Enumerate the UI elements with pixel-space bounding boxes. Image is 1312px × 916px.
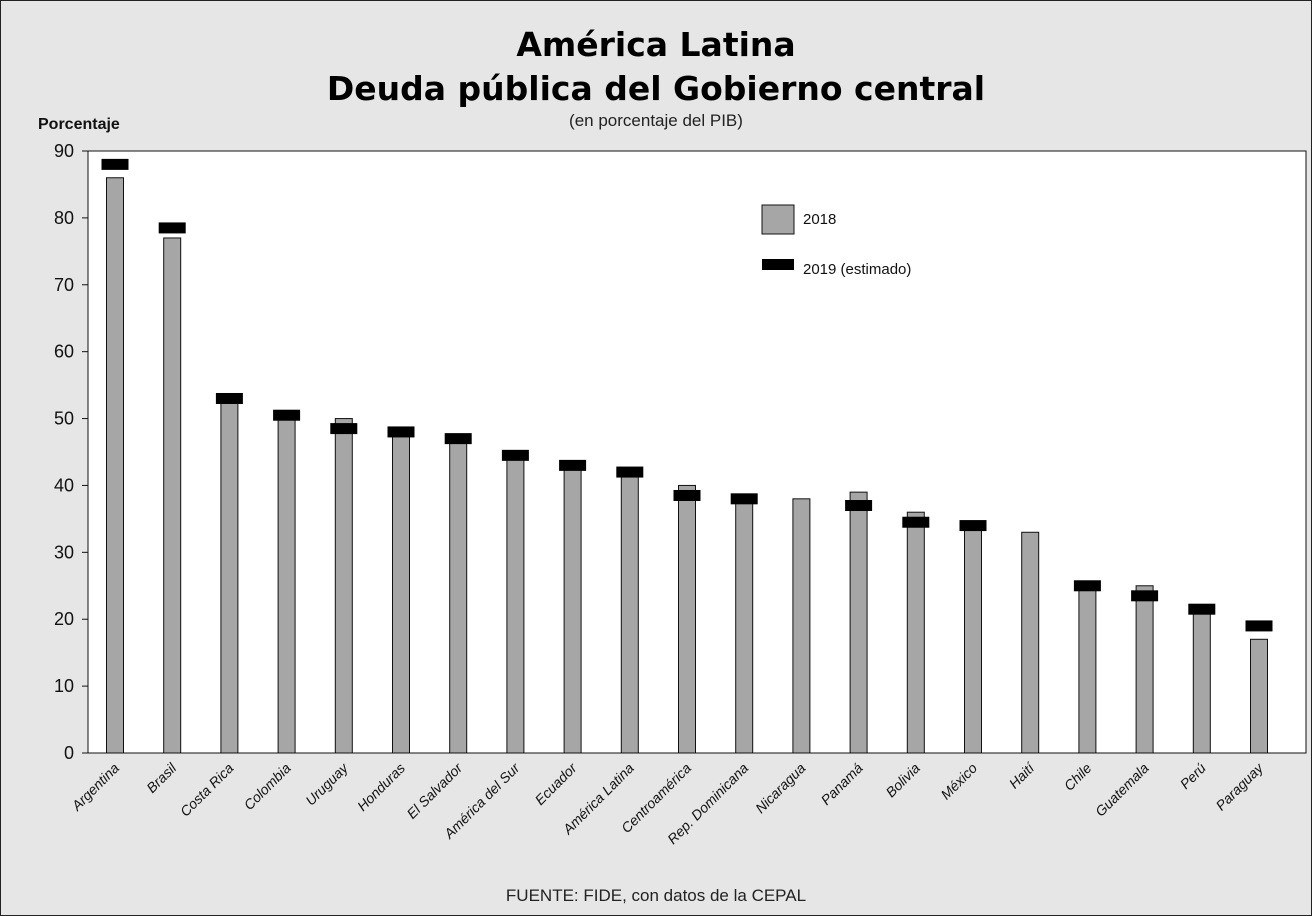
legend-swatch-2018 bbox=[761, 204, 795, 235]
bar-2018 bbox=[563, 464, 582, 754]
x-tick-label: Ecuador bbox=[532, 759, 581, 808]
x-tick-label: Colombia bbox=[241, 760, 294, 813]
legend-label-2019: 2019 (estimado) bbox=[803, 261, 911, 278]
marker-2019 bbox=[902, 516, 930, 528]
x-tick-label: Panamá bbox=[818, 760, 866, 808]
y-tick-label: 30 bbox=[54, 542, 74, 562]
x-tick-label: Argentina bbox=[68, 760, 123, 815]
bar-2018 bbox=[277, 411, 296, 754]
marker-2019 bbox=[387, 426, 415, 438]
marker-2019 bbox=[730, 493, 758, 505]
y-tick-label: 10 bbox=[54, 676, 74, 696]
bar-2018 bbox=[620, 471, 639, 754]
bar-2018 bbox=[1078, 585, 1097, 754]
bars-2018 bbox=[106, 177, 1268, 754]
x-tick-label: Chile bbox=[1061, 760, 1095, 794]
x-tick-label: Nicaragua bbox=[752, 760, 809, 817]
x-tick-label: México bbox=[937, 760, 980, 803]
y-tick-label: 80 bbox=[54, 208, 74, 228]
marker-2019 bbox=[559, 459, 587, 471]
x-tick-label: El Salvador bbox=[403, 759, 466, 822]
y-tick-label: 70 bbox=[54, 275, 74, 295]
marker-2019 bbox=[845, 500, 873, 512]
bar-2018 bbox=[106, 177, 124, 754]
legend-swatch-2019 bbox=[762, 259, 794, 270]
bar-2018 bbox=[1250, 638, 1268, 754]
source-note: FUENTE: FIDE, con datos de la CEPAL bbox=[505, 886, 807, 905]
y-tick-label: 20 bbox=[54, 609, 74, 629]
bar-2018 bbox=[506, 454, 525, 754]
bar-2018 bbox=[392, 431, 410, 754]
x-tick-label: Bolivia bbox=[882, 760, 923, 801]
y-tick-label: 50 bbox=[54, 409, 74, 429]
bar-2018 bbox=[849, 491, 868, 754]
chart-subtitle: Deuda pública del Gobierno central bbox=[326, 69, 986, 108]
y-axis-label: Porcentaje bbox=[38, 116, 120, 133]
x-tick-label: Brasil bbox=[143, 759, 180, 796]
chart-title: América Latina bbox=[516, 25, 796, 64]
y-axis: 0 10 20 30 40 50 60 70 80 90 bbox=[54, 141, 88, 763]
bar-2018 bbox=[678, 484, 696, 754]
marker-2019 bbox=[101, 158, 129, 170]
x-tick-label: Perú bbox=[1177, 760, 1209, 792]
markers-2019 bbox=[101, 158, 1273, 632]
y-tick-label: 40 bbox=[54, 475, 74, 495]
marker-2019 bbox=[673, 489, 701, 501]
marker-2019 bbox=[616, 466, 644, 478]
marker-2019 bbox=[444, 433, 472, 445]
bar-2018 bbox=[449, 438, 468, 754]
marker-2019 bbox=[330, 423, 358, 435]
bar-2018 bbox=[1021, 531, 1040, 754]
chart-units-note: (en porcentaje del PIB) bbox=[569, 111, 743, 130]
x-tick-label: Honduras bbox=[354, 760, 408, 814]
legend: 2018 2019 (estimado) bbox=[761, 204, 911, 278]
marker-2019 bbox=[1073, 580, 1101, 592]
bar-2018 bbox=[1135, 585, 1154, 754]
bar-2018 bbox=[906, 511, 925, 754]
legend-label-2018: 2018 bbox=[803, 211, 836, 228]
y-tick-label: 90 bbox=[54, 141, 74, 161]
bar-2018 bbox=[964, 525, 982, 754]
x-tick-label: Haití bbox=[1006, 758, 1039, 791]
bar-2018 bbox=[163, 237, 182, 754]
y-tick-label: 60 bbox=[54, 342, 74, 362]
x-tick-label: Uruguay bbox=[302, 759, 351, 808]
bar-2018 bbox=[1192, 612, 1211, 754]
x-tick-label: Guatemala bbox=[1092, 760, 1152, 820]
bar-2018 bbox=[792, 498, 811, 754]
bar-2018 bbox=[735, 498, 754, 754]
marker-2019 bbox=[158, 222, 186, 234]
x-tick-label: Paraguay bbox=[1212, 759, 1266, 813]
x-tick-label: Costa Rica bbox=[177, 760, 237, 820]
bar-2018 bbox=[220, 397, 239, 754]
marker-2019 bbox=[1188, 603, 1216, 615]
marker-2019 bbox=[273, 409, 301, 421]
marker-2019 bbox=[501, 449, 529, 461]
marker-2019 bbox=[959, 520, 987, 532]
plot-area bbox=[87, 150, 1307, 754]
bar-2018 bbox=[334, 418, 353, 754]
marker-2019 bbox=[1131, 590, 1159, 602]
y-tick-label: 0 bbox=[64, 743, 74, 763]
marker-2019 bbox=[1245, 620, 1273, 632]
marker-2019 bbox=[215, 392, 243, 404]
